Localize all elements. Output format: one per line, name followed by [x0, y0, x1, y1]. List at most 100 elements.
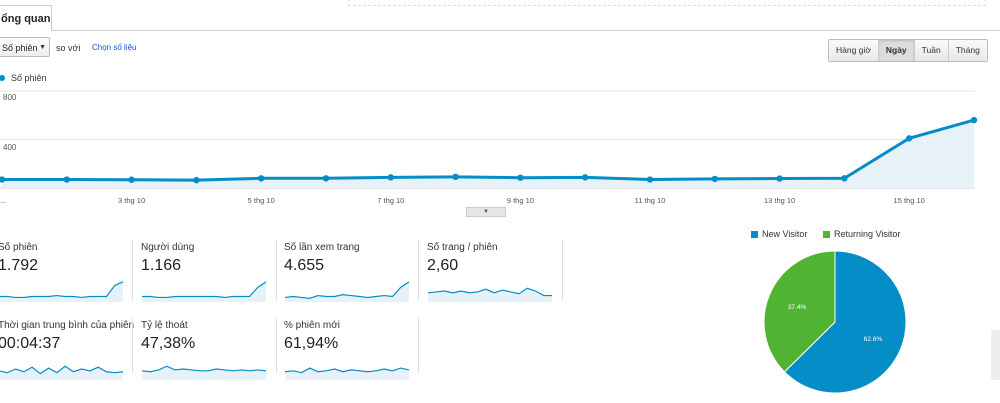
- data-point[interactable]: [193, 176, 200, 184]
- metric-select-value: Số phiên: [2, 43, 38, 53]
- metric-value: 4.655: [284, 257, 325, 274]
- data-point[interactable]: [970, 116, 978, 124]
- metric-sparkline: [284, 367, 410, 380]
- legend-swatch: [751, 231, 758, 239]
- sparkline-line: [284, 367, 410, 374]
- sparkline-area: [142, 366, 266, 380]
- data-point[interactable]: [776, 175, 783, 182]
- x-tick-label: 15 thg 10: [894, 196, 925, 205]
- y-tick-label: 800: [3, 93, 17, 102]
- metric-sparkline: [141, 365, 267, 380]
- x-tick-label: 9 thg 10: [507, 196, 534, 205]
- pie-slice-label: 62.6%: [864, 336, 883, 343]
- pie-legend-new: New Visitor: [751, 229, 807, 239]
- metric-divider: [276, 318, 277, 373]
- data-point[interactable]: [322, 175, 330, 182]
- pie-legend-label: New Visitor: [762, 229, 808, 239]
- top-panel-edge: [348, 0, 986, 6]
- metric-card[interactable]: Thời gian trung bình của phiên 00:04:37: [0, 320, 134, 390]
- pie-slice[interactable]: [783, 250, 907, 394]
- compare-label: so với: [56, 43, 81, 53]
- data-point[interactable]: [582, 174, 589, 181]
- y-tick-label: 400: [3, 143, 17, 152]
- metric-label: Số phiên: [0, 242, 38, 253]
- series-legend-label: Số phiên: [11, 73, 47, 83]
- x-tick-label: 13 thg 10: [764, 196, 795, 205]
- metric-label: Số trang / phiên: [427, 242, 498, 253]
- period-hourly-button[interactable]: Hàng giờ: [829, 40, 879, 61]
- x-tick-label: 5 thg 10: [248, 196, 275, 205]
- sparkline-line: [0, 281, 124, 299]
- data-point[interactable]: [128, 176, 135, 183]
- metric-label: Số lần xem trang: [284, 242, 360, 253]
- metric-card[interactable]: Tỷ lệ thoát 47,38%: [141, 320, 277, 390]
- metric-value: 1.166: [141, 257, 182, 274]
- data-point[interactable]: [517, 174, 524, 181]
- data-point[interactable]: [63, 176, 70, 183]
- tab-overview[interactable]: ổng quan: [0, 5, 52, 31]
- metric-divider: [418, 240, 419, 300]
- visitor-pie-chart: 62.6% 37.4%: [763, 250, 907, 394]
- period-toggle: Hàng giờ Ngày Tuần Tháng: [828, 39, 988, 62]
- pie-legend-label: Returning Visitor: [834, 229, 901, 239]
- legend-swatch: [823, 231, 830, 239]
- x-tick-label: ...: [0, 196, 6, 205]
- series-area: [2, 120, 974, 188]
- metric-divider: [418, 318, 419, 373]
- data-point[interactable]: [711, 175, 718, 183]
- data-point[interactable]: [646, 176, 654, 183]
- series-legend-dot: [0, 75, 5, 81]
- choose-metric-link[interactable]: Chọn số liệu: [92, 43, 137, 52]
- data-point[interactable]: [452, 173, 459, 181]
- sparkline-area: [0, 366, 123, 380]
- metric-divider: [132, 240, 133, 300]
- metric-value: 2,60: [427, 257, 459, 274]
- metric-card[interactable]: Số trang / phiên 2,60: [427, 242, 563, 312]
- metric-sparkline: [0, 281, 124, 302]
- period-day-button[interactable]: Ngày: [878, 40, 915, 61]
- data-point[interactable]: [258, 175, 265, 182]
- pie-slice[interactable]: [763, 250, 836, 373]
- metric-label: Tỷ lệ thoát: [141, 320, 188, 331]
- metric-label: % phiên mới: [284, 320, 341, 331]
- x-tick-label: 3 thg 10: [118, 196, 145, 205]
- metric-value: 1.792: [0, 257, 39, 274]
- metric-sparkline: [0, 365, 124, 380]
- period-month-button[interactable]: Tháng: [948, 40, 987, 61]
- x-tick-label: 11 thg 10: [635, 196, 666, 205]
- metric-sparkline: [142, 281, 267, 302]
- metric-value: 47,38%: [141, 335, 196, 352]
- metric-value: 00:04:37: [0, 335, 61, 352]
- metric-card[interactable]: Số lần xem trang 4.655: [284, 242, 420, 312]
- collapse-chart-handle[interactable]: ▼: [466, 207, 506, 217]
- metric-sparkline: [284, 281, 410, 302]
- metric-value: 61,94%: [284, 335, 339, 352]
- scrollbar[interactable]: [991, 330, 1000, 380]
- data-point[interactable]: [906, 135, 913, 142]
- metric-card[interactable]: Người dùng 1.166: [141, 242, 277, 312]
- data-point[interactable]: [0, 176, 6, 183]
- sparkline-line: [141, 365, 267, 373]
- metric-card[interactable]: % phiên mới 61,94%: [284, 320, 420, 390]
- metric-divider: [562, 240, 563, 300]
- sparkline-line: [142, 281, 267, 299]
- metric-select[interactable]: Số phiên ▼: [0, 37, 50, 57]
- data-point[interactable]: [387, 174, 394, 181]
- pie-slice-label: 37.4%: [788, 304, 807, 311]
- data-point[interactable]: [841, 175, 848, 182]
- sparkline-line: [0, 365, 124, 375]
- metric-label: Thời gian trung bình của phiên: [0, 320, 135, 331]
- tab-divider: [0, 30, 1000, 31]
- period-week-button[interactable]: Tuần: [914, 40, 949, 61]
- sparkline-area: [285, 281, 409, 302]
- metric-card[interactable]: Số phiên 1.792: [0, 242, 134, 312]
- sparkline-line: [284, 281, 410, 299]
- metric-label: Người dùng: [141, 242, 195, 253]
- metric-sparkline: [427, 287, 552, 302]
- sparkline-line: [427, 287, 552, 297]
- dropdown-arrow-icon: ▼: [39, 44, 46, 51]
- series-line: [2, 118, 975, 182]
- x-tick-label: 7 thg 10: [377, 196, 404, 205]
- pie-legend-returning: Returning Visitor: [823, 229, 900, 239]
- sparkline-area: [0, 281, 123, 302]
